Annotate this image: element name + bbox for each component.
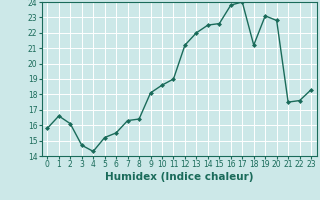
X-axis label: Humidex (Indice chaleur): Humidex (Indice chaleur)	[105, 172, 253, 182]
